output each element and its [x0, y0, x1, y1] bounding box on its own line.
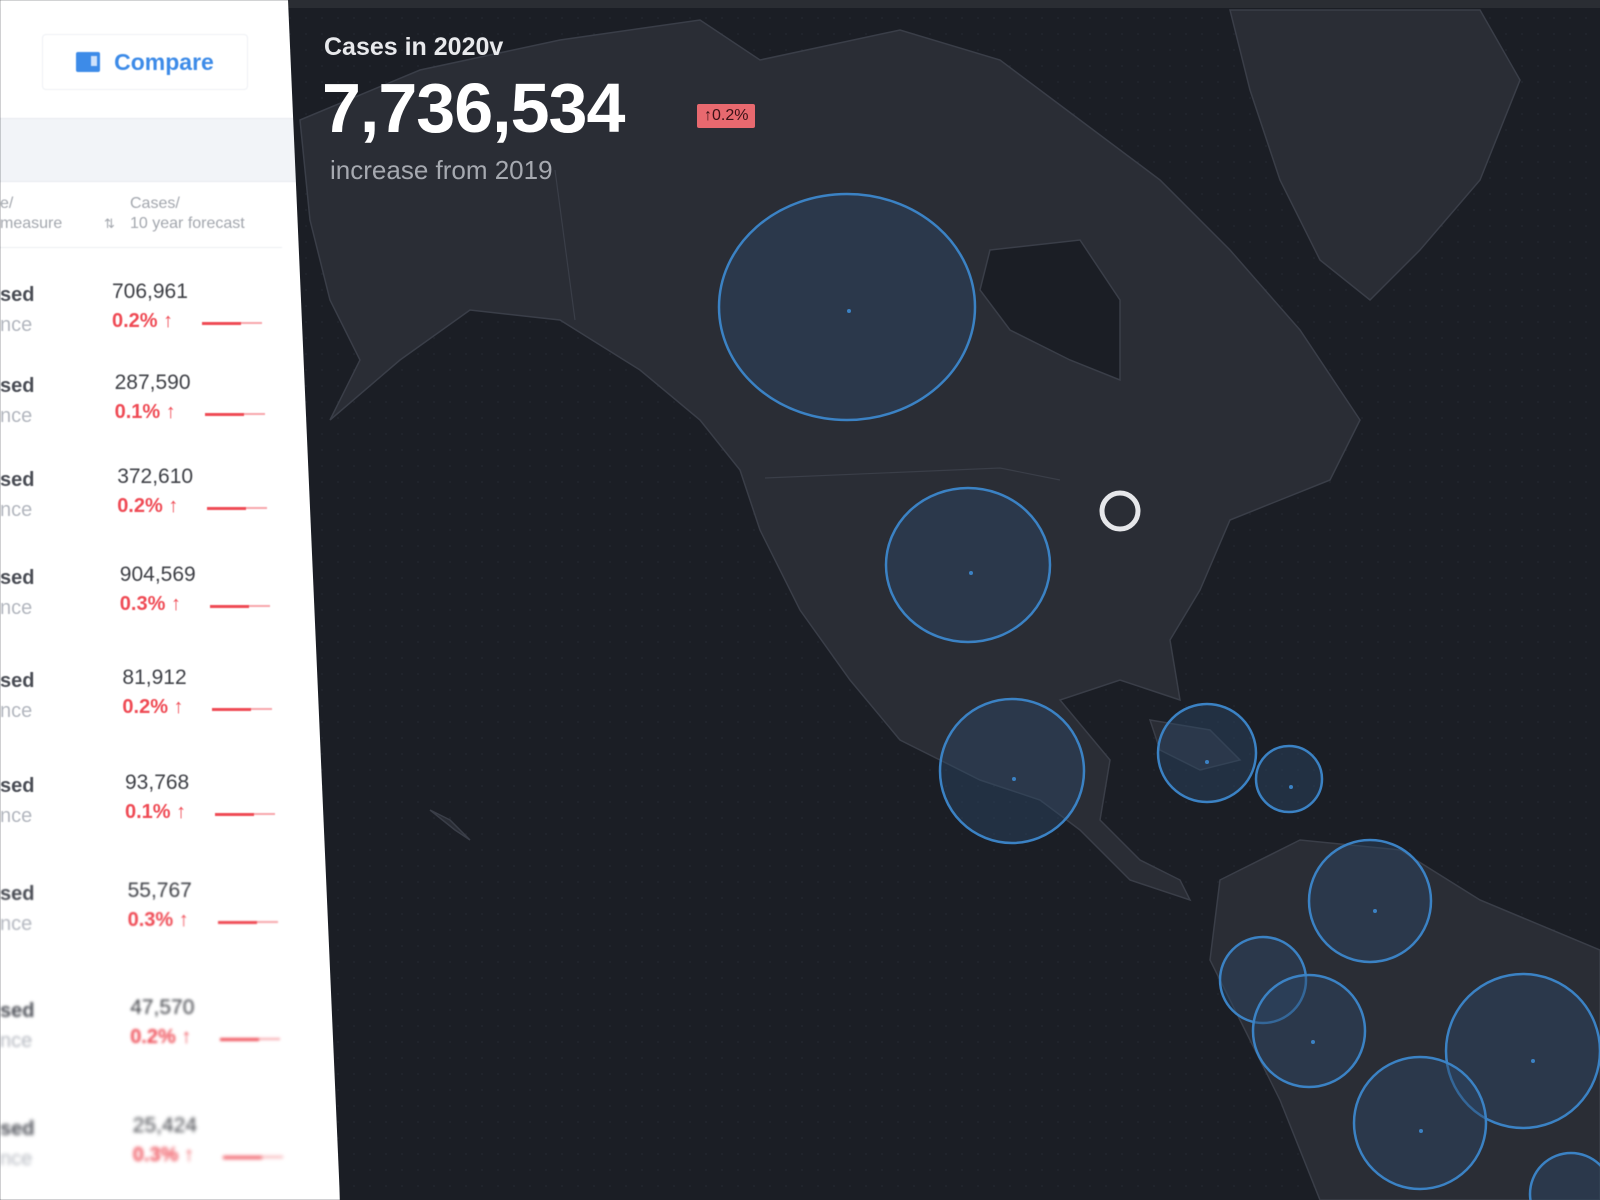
row-value: 706,961 [112, 280, 188, 303]
row-trend-bar [222, 1155, 283, 1159]
greenland [1229, 9, 1521, 302]
row-value: 93,768 [125, 771, 190, 794]
header-line: 10 year forecast [130, 215, 245, 232]
hudson-bay [979, 239, 1121, 382]
row-value: 904,569 [119, 563, 196, 586]
row-label: sed [0, 469, 35, 491]
column-header-measure[interactable]: e/ measure [0, 194, 62, 234]
header-line: Cases/ [130, 195, 180, 212]
row-change: 0.3% ↑ [132, 1144, 194, 1166]
column-header-cases[interactable]: Cases/ 10 year forecast [130, 194, 245, 234]
table-row[interactable]: sed nce 25,424 0.3% ↑ [0, 1114, 320, 1198]
sort-icon[interactable]: ⇅ [104, 216, 115, 231]
row-sublabel: nce [0, 913, 33, 935]
bubble-mexico[interactable] [938, 697, 1086, 845]
row-change: 0.2% ↑ [112, 310, 174, 332]
header-line: e/ [0, 195, 14, 212]
row-label: sed [0, 670, 35, 692]
row-change: 0.3% ↑ [119, 593, 181, 615]
row-value: 55,767 [127, 879, 192, 902]
table-row[interactable]: sed nce 55,767 0.3% ↑ [0, 879, 320, 963]
filter-band [0, 118, 300, 182]
row-sublabel: nce [0, 405, 33, 427]
summary-subtitle: increase from 2019 [330, 155, 553, 185]
table-row[interactable]: sed nce 47,570 0.2% ↑ [0, 996, 320, 1080]
compare-button[interactable]: Compare [42, 34, 248, 90]
table-row[interactable]: sed nce 706,961 0.2% ↑ [0, 280, 320, 364]
change-badge: ↑0.2% [697, 104, 756, 128]
row-value: 372,610 [117, 465, 194, 488]
row-label: sed [0, 1000, 35, 1022]
row-label: sed [0, 375, 35, 397]
landmasses [299, 9, 1600, 1200]
hawaii [429, 809, 471, 841]
row-trend-bar [217, 920, 278, 924]
row-trend-bar [215, 812, 275, 816]
row-sublabel: nce [0, 597, 33, 619]
bubble-canada[interactable] [717, 192, 977, 422]
summary-total: 7,736,534 [322, 69, 625, 147]
row-change: 0.1% ↑ [125, 801, 187, 823]
bubble-brazil[interactable] [1444, 972, 1600, 1130]
selected-location-marker[interactable] [1099, 490, 1141, 532]
north-america [299, 19, 1361, 902]
table-row[interactable]: sed nce 904,569 0.3% ↑ [0, 563, 320, 647]
table-row[interactable]: sed nce 81,912 0.2% ↑ [0, 666, 320, 750]
row-label: sed [0, 775, 35, 797]
bubble-peru[interactable] [1352, 1055, 1488, 1191]
row-trend-bar [202, 321, 262, 325]
row-label: sed [0, 284, 35, 306]
row-change: 0.2% ↑ [117, 495, 179, 517]
row-label: sed [0, 1118, 35, 1140]
row-trend-bar [204, 412, 265, 416]
row-label: sed [0, 883, 35, 905]
bubble-cuba[interactable] [1156, 702, 1258, 804]
row-value: 287,590 [114, 371, 191, 394]
row-sublabel: nce [0, 700, 33, 722]
row-value: 47,570 [130, 996, 195, 1019]
sidebar-panel: Compare e/ measure ⇅ Cases/ 10 year fore… [0, 0, 340, 1200]
summary-title: Cases in 2020v [324, 33, 504, 61]
row-sublabel: nce [0, 1030, 33, 1052]
row-change: 0.1% ↑ [114, 401, 176, 423]
bubble-usa[interactable] [884, 486, 1052, 644]
bubble-colombia[interactable] [1251, 973, 1367, 1089]
row-label: sed [0, 567, 35, 589]
header-line: measure [0, 215, 63, 232]
row-value: 25,424 [132, 1114, 198, 1137]
table-row[interactable]: sed nce 372,610 0.2% ↑ [0, 465, 320, 549]
south-america [1209, 839, 1600, 1200]
bubble-bolivia[interactable] [1528, 1151, 1600, 1200]
table-row[interactable]: sed nce 287,590 0.1% ↑ [0, 371, 320, 455]
borders [554, 169, 1061, 481]
row-trend-bar [212, 707, 273, 711]
row-trend-bar [209, 604, 270, 608]
table-row[interactable]: sed nce 93,768 0.1% ↑ [0, 771, 320, 855]
divider [0, 247, 282, 248]
compare-label: Compare [114, 48, 214, 75]
row-trend-bar [220, 1037, 281, 1041]
row-sublabel: nce [0, 1148, 33, 1170]
row-sublabel: nce [0, 314, 33, 336]
row-sublabel: nce [0, 499, 33, 521]
row-change: 0.2% ↑ [130, 1026, 192, 1048]
row-trend-bar [207, 506, 268, 510]
bubble-colombia-w[interactable] [1218, 935, 1308, 1025]
row-value: 81,912 [122, 666, 187, 689]
row-change: 0.2% ↑ [122, 696, 184, 718]
row-change: 0.3% ↑ [127, 909, 189, 931]
row-sublabel: nce [0, 805, 33, 827]
bubble-hispaniola[interactable] [1254, 744, 1324, 814]
compare-icon [76, 52, 101, 72]
bubble-venezuela[interactable] [1307, 838, 1433, 964]
